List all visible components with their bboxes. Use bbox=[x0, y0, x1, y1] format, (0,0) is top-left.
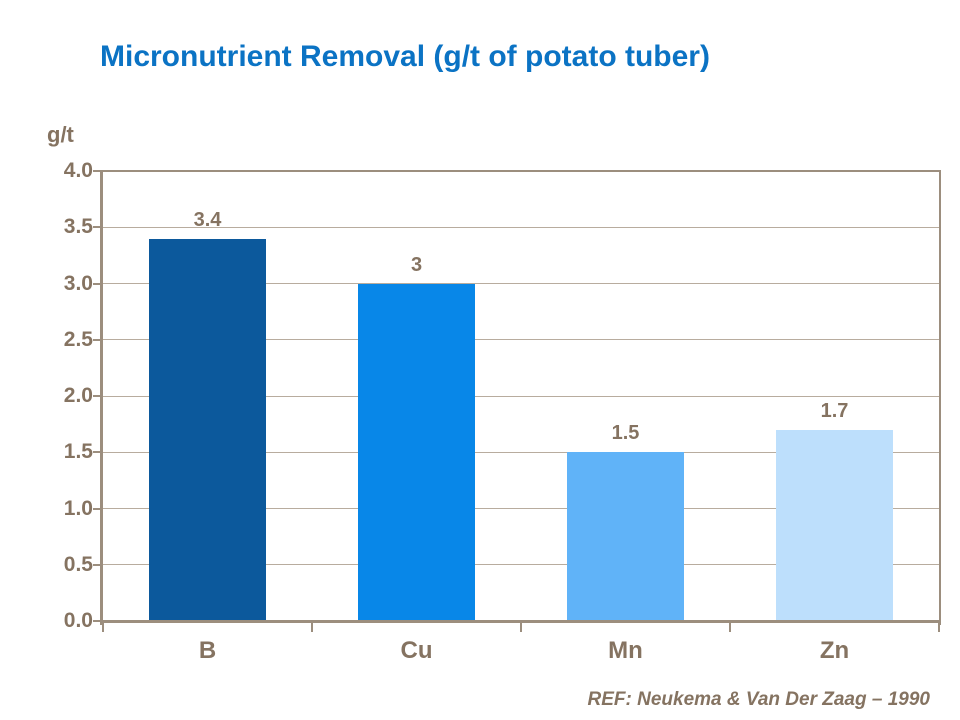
y-tick-mark bbox=[93, 170, 101, 172]
y-tick-label: 1.0 bbox=[63, 496, 93, 520]
bar-mn bbox=[567, 452, 684, 621]
y-tick-label: 3.5 bbox=[63, 215, 93, 239]
y-tick-label: 2.5 bbox=[63, 327, 93, 351]
y-tick-mark bbox=[93, 451, 101, 454]
y-tick-mark bbox=[93, 620, 101, 622]
y-tick-label: 0.5 bbox=[63, 552, 93, 576]
y-tick-label: 0.0 bbox=[63, 609, 93, 632]
x-tick-mark bbox=[311, 623, 313, 632]
y-tick-mark bbox=[93, 226, 101, 229]
gridline bbox=[103, 226, 939, 228]
bar-value-label: 3 bbox=[410, 253, 423, 276]
bar-value-label: 1.7 bbox=[820, 399, 849, 422]
x-tick-mark bbox=[938, 623, 940, 632]
gridline bbox=[103, 283, 939, 284]
bar-value-label: 3.4 bbox=[193, 208, 222, 231]
x-tick-label: Cu bbox=[400, 637, 433, 664]
y-tick-mark bbox=[93, 338, 101, 341]
bar-cu bbox=[358, 283, 475, 621]
y-axis-line bbox=[100, 170, 103, 625]
x-tick-mark bbox=[729, 623, 731, 632]
plot-top-border bbox=[100, 170, 941, 172]
gridline bbox=[103, 339, 939, 341]
y-tick-label: 1.5 bbox=[63, 440, 93, 464]
y-axis-title: g/t bbox=[47, 122, 74, 147]
y-tick-label: 4.0 bbox=[63, 159, 93, 182]
y-tick-mark bbox=[93, 395, 101, 397]
gridline bbox=[103, 395, 939, 397]
gridline bbox=[103, 564, 939, 566]
x-tick-label: Zn bbox=[819, 637, 850, 664]
x-tick-mark bbox=[520, 623, 522, 632]
x-axis-line bbox=[100, 620, 941, 623]
y-tick-mark bbox=[93, 507, 101, 510]
gridline bbox=[103, 451, 939, 453]
y-tick-mark bbox=[93, 282, 101, 285]
y-tick-label: 3.0 bbox=[63, 271, 93, 295]
bar-zn bbox=[776, 429, 893, 621]
bar-b bbox=[149, 238, 266, 621]
plot-right-border bbox=[939, 170, 941, 625]
x-tick-label: B bbox=[198, 637, 217, 664]
reference-text: REF: Neukema & Van Der Zaag – 1990 bbox=[587, 689, 931, 710]
bar-value-label: 1.5 bbox=[611, 422, 640, 445]
chart-title: Micronutrient Removal (g/t of potato tub… bbox=[100, 40, 710, 73]
x-tick-label: Mn bbox=[608, 637, 643, 664]
y-tick-mark bbox=[93, 563, 101, 566]
x-tick-mark bbox=[102, 623, 104, 632]
gridline bbox=[103, 508, 939, 509]
y-tick-label: 2.0 bbox=[63, 384, 93, 407]
